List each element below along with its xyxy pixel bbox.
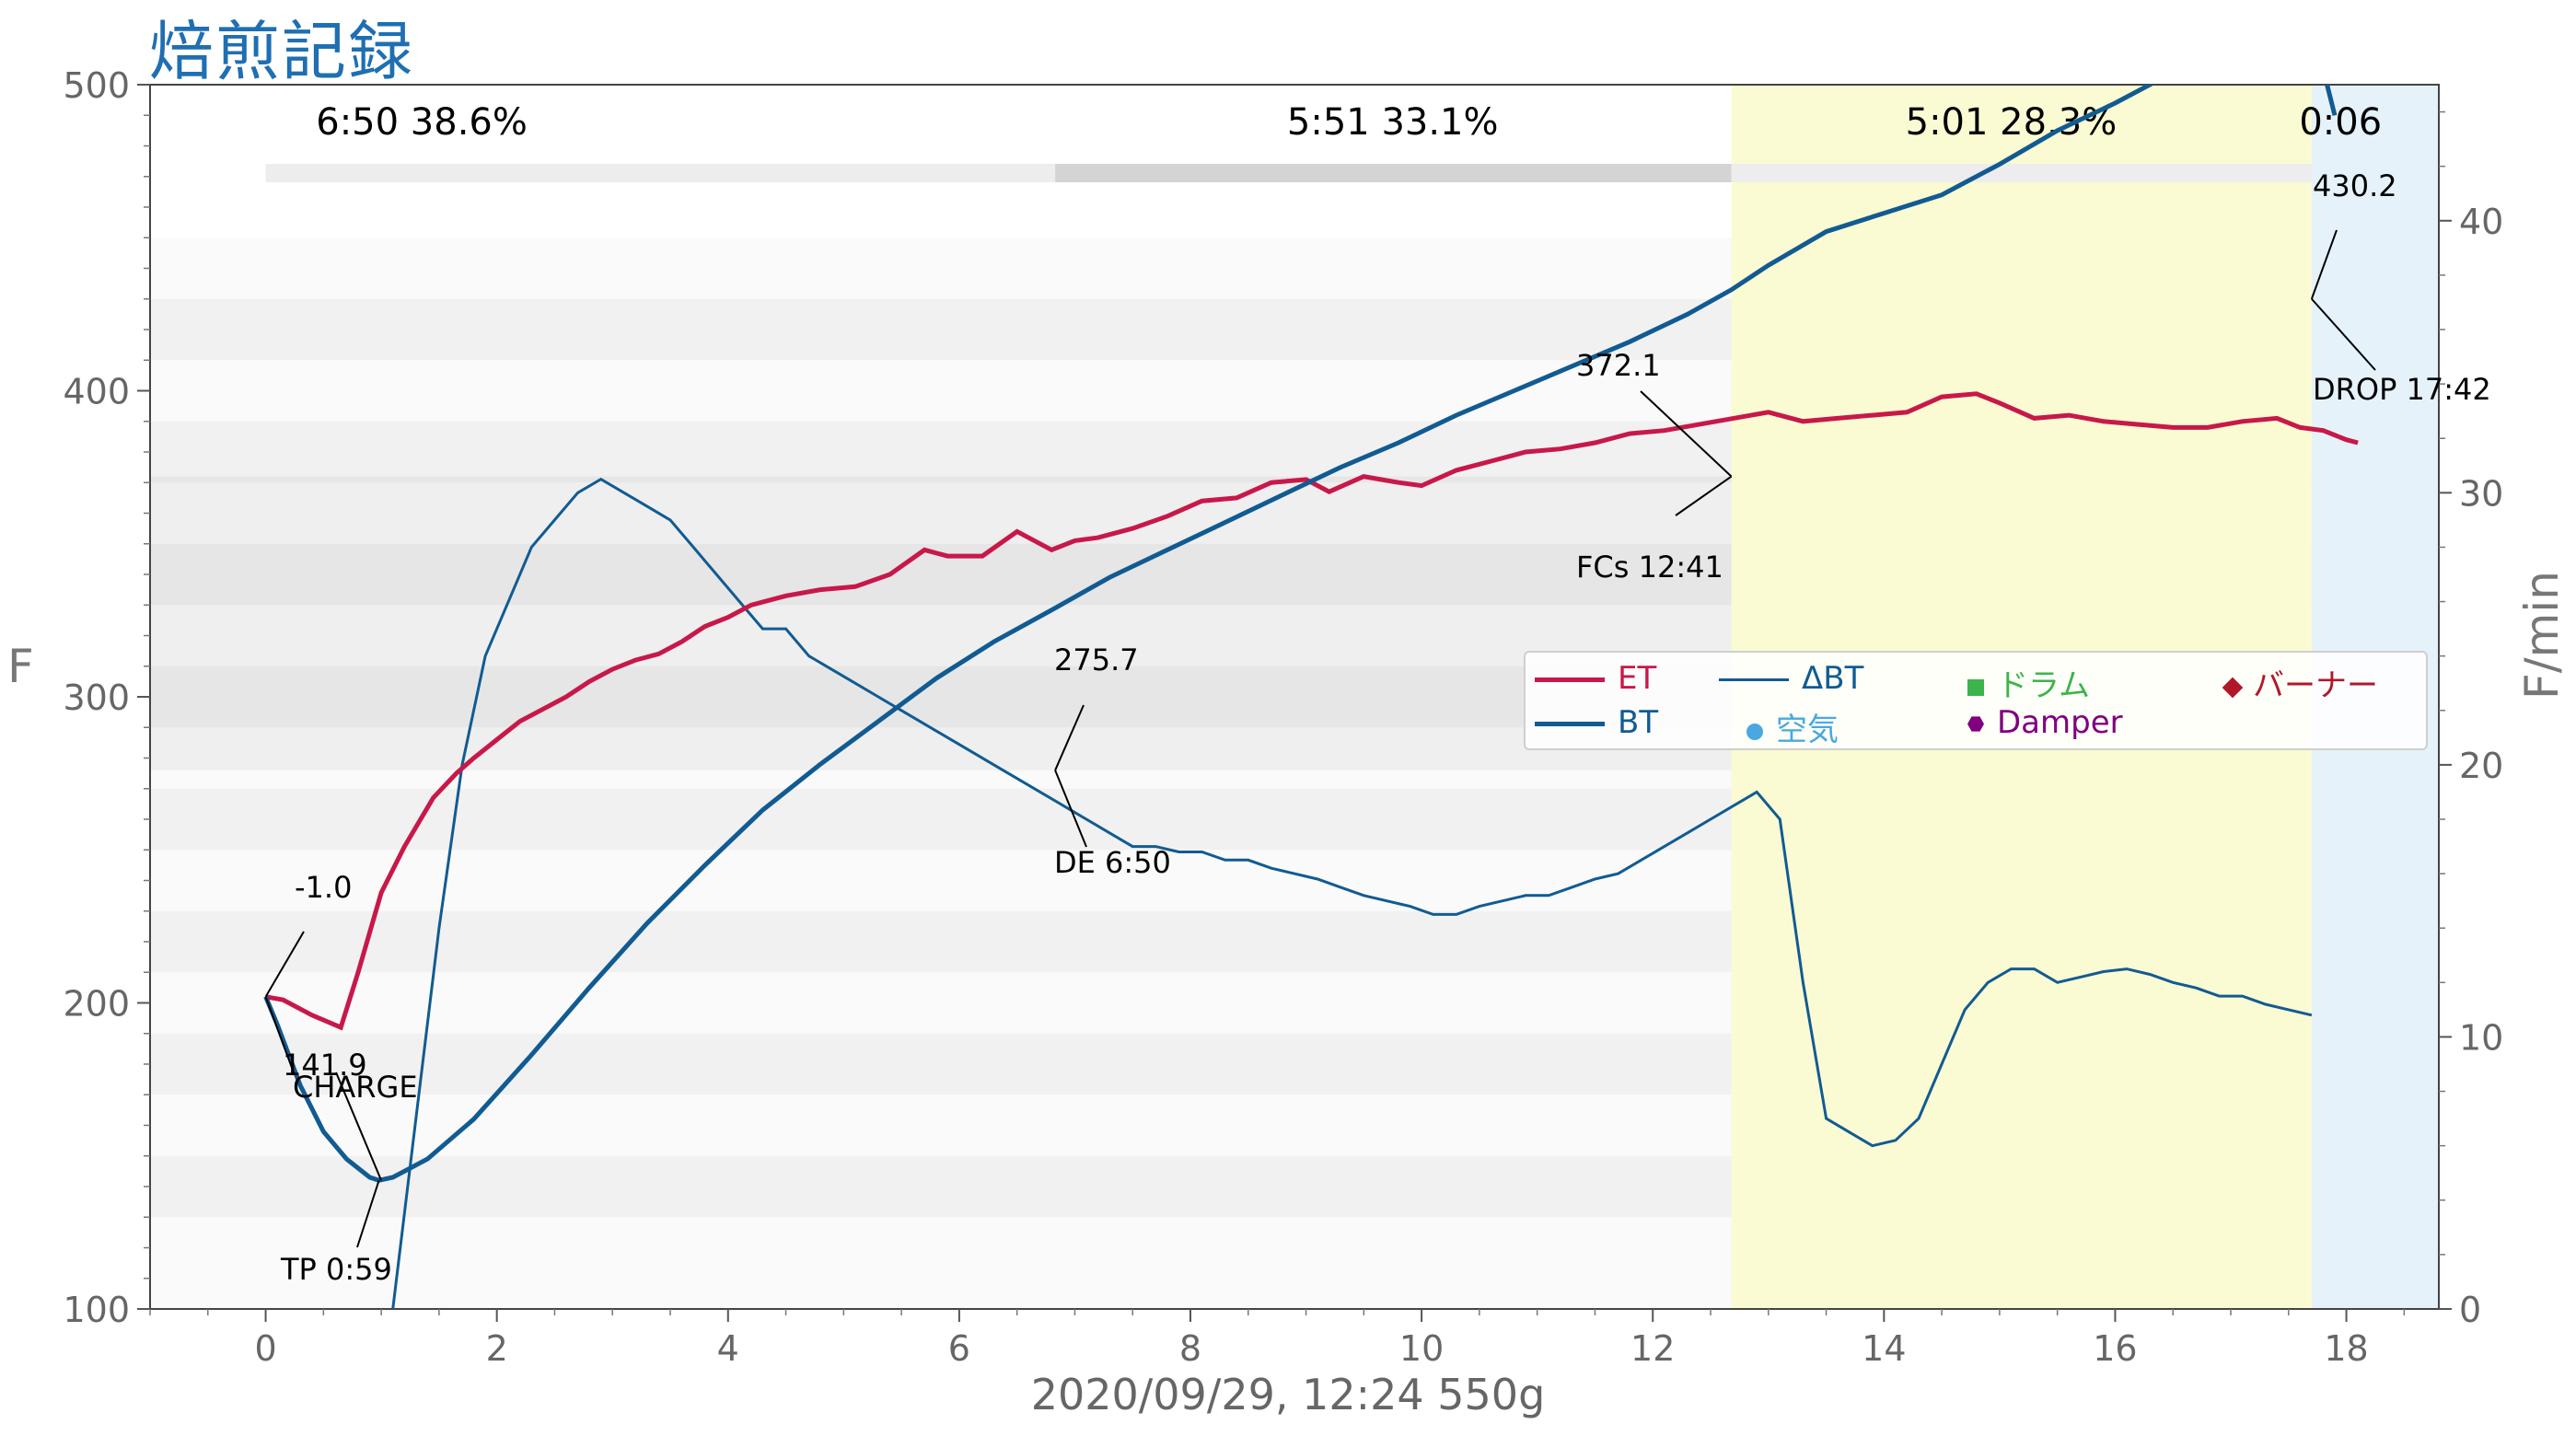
legend-item-damper: Damper [1967, 704, 2123, 741]
legend-label-air: 空気 [1776, 712, 1839, 748]
air-dot-icon [1746, 723, 1763, 740]
legend-label-dbt: ΔBT [1802, 660, 1864, 697]
legend-label-bt: BT [1618, 704, 1659, 741]
phase-label: 5:01 28.3% [1906, 101, 2118, 144]
phase-label: 6:50 38.6% [316, 101, 528, 144]
dbt-line-swatch [1719, 678, 1789, 681]
annotation-leader [1054, 704, 1085, 771]
annotation-label: FCs 12:41 [1576, 550, 1723, 585]
y-tick-label: 300 [63, 677, 130, 718]
phase-bar-drying [265, 164, 1056, 182]
y-axis-label: F [7, 640, 34, 693]
y2-tick-label: 40 [2459, 202, 2503, 242]
y-tick-label: 200 [63, 984, 130, 1025]
legend-label-burner: バーナー [2253, 667, 2378, 704]
annotation-leader [2310, 229, 2338, 300]
legend-label-damper: Damper [1997, 704, 2123, 741]
phase-label: 5:51 33.1% [1287, 101, 1499, 144]
footer-caption: 2020/09/29, 12:24 550g [1030, 1370, 1546, 1419]
annotation-leader [1054, 770, 1087, 848]
annotation-leader [264, 996, 296, 1076]
annotation-label: CHARGE [293, 1070, 418, 1105]
y-tick-label: 500 [63, 65, 130, 106]
phase-label: 0:06 [2299, 101, 2382, 144]
series-line-bt [263, 85, 2338, 1183]
legend-item-bt: BT [1535, 704, 1658, 741]
chart-title: 焙煎記録 [149, 14, 414, 89]
damper-hexagon-icon [1967, 716, 1984, 732]
annotation-leader [335, 1071, 383, 1181]
y-tick-label: 100 [63, 1290, 130, 1330]
legend: ET ΔBT ドラム バーナー BT 空気 Damper [1524, 651, 2428, 750]
phase-bar-maillard [1055, 164, 1732, 182]
x-tick-label: 6 [948, 1328, 970, 1369]
phase-bar-development [1731, 164, 2312, 182]
annotation-leader [264, 931, 305, 998]
series-line-et [265, 391, 2359, 1031]
x-tick-label: 16 [2093, 1328, 2137, 1369]
x-tick-label: 4 [717, 1328, 739, 1369]
annotation-label: 430.2 [2313, 168, 2397, 203]
annotation-label: TP 0:59 [280, 1252, 392, 1287]
annotation-label: 372.1 [1576, 348, 1661, 383]
legend-item-dbt: ΔBT [1719, 660, 1863, 697]
x-tick-label: 10 [1399, 1328, 1444, 1369]
annotation-label: DE 6:50 [1054, 845, 1171, 880]
y2-tick-label: 20 [2459, 746, 2503, 786]
annotation-label: 275.7 [1054, 643, 1139, 677]
annotation-leader [356, 1180, 380, 1248]
annotation-leader [1640, 390, 1733, 478]
y2-tick-label: 0 [2459, 1290, 2481, 1330]
annotation-label: -1.0 [295, 870, 352, 905]
x-tick-label: 18 [2324, 1328, 2368, 1369]
x-tick-label: 12 [1630, 1328, 1675, 1369]
y2-tick-label: 10 [2459, 1017, 2503, 1058]
legend-item-et: ET [1535, 660, 1656, 697]
x-tick-label: 0 [254, 1328, 276, 1369]
x-tick-label: 14 [1862, 1328, 1906, 1369]
legend-item-burner: バーナー [2222, 660, 2378, 705]
bt-line-swatch [1535, 722, 1605, 726]
et-line-swatch [1535, 677, 1605, 682]
annotation-leader [2311, 298, 2376, 371]
drum-square-icon [1967, 678, 1984, 696]
legend-label-drum: ドラム [1997, 667, 2090, 704]
series-line-delta-bt [391, 477, 2313, 1309]
legend-item-air: 空気 [1746, 704, 1839, 749]
legend-label-et: ET [1618, 660, 1657, 697]
x-tick-label: 2 [486, 1328, 508, 1369]
burner-diamond-icon [2222, 677, 2244, 698]
y2-axis-label: F/min [2515, 571, 2569, 700]
x-tick-label: 8 [1179, 1328, 1201, 1369]
annotation-label: DROP 17:42 [2313, 372, 2491, 407]
annotation-label: 141.9 [283, 1048, 367, 1083]
legend-item-drum: ドラム [1967, 660, 2090, 705]
y-tick-label: 400 [63, 372, 130, 412]
y2-tick-label: 30 [2459, 473, 2503, 514]
annotation-leader [1675, 475, 1733, 516]
